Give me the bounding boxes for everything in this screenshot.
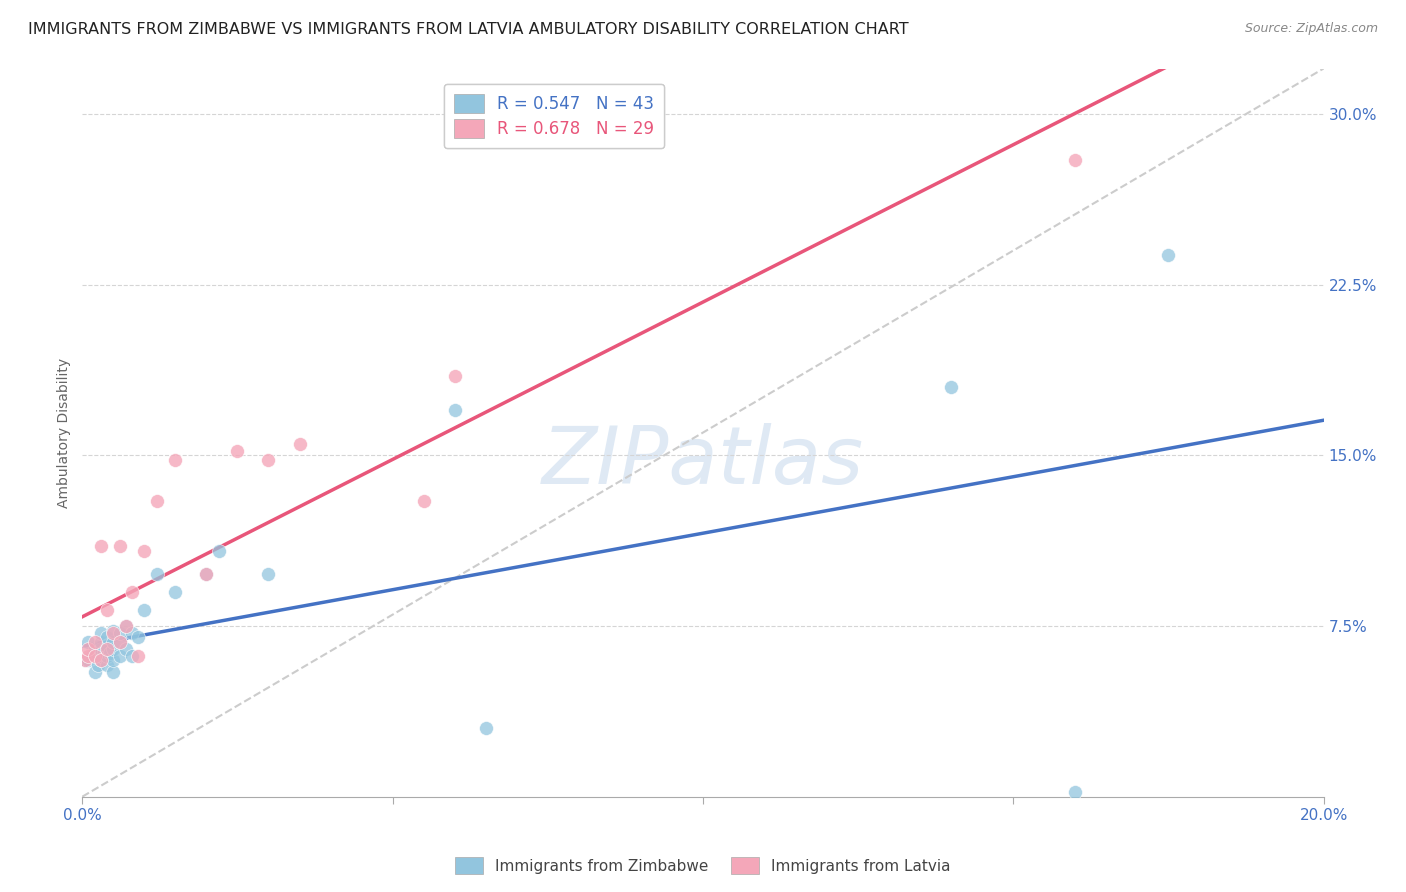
Point [90, 648, 112, 663]
Point [165, 453, 187, 467]
Point [90, 653, 112, 667]
Point [96, 657, 118, 672]
Point [77, 635, 100, 649]
Point [108, 625, 131, 640]
Point [941, 380, 963, 394]
Point [103, 665, 125, 679]
Point [103, 625, 125, 640]
Point [108, 635, 131, 649]
Point [87, 657, 110, 672]
Point [257, 566, 280, 581]
Y-axis label: Ambulatory Disability: Ambulatory Disability [58, 358, 72, 508]
Point [90, 635, 112, 649]
Point [114, 619, 136, 633]
Point [165, 585, 187, 599]
Point [83, 641, 105, 656]
Point [83, 635, 105, 649]
Point [75, 653, 97, 667]
Point [127, 648, 149, 663]
Point [145, 494, 167, 508]
Point [98, 646, 121, 660]
Point [134, 544, 156, 558]
Point [75, 653, 97, 667]
Point [77, 653, 100, 667]
Point [121, 648, 143, 663]
Point [145, 566, 167, 581]
Point [1064, 153, 1087, 167]
Point [195, 566, 218, 581]
Point [96, 648, 118, 663]
Point [90, 641, 112, 656]
Point [443, 402, 465, 417]
Point [288, 437, 311, 451]
Text: Source: ZipAtlas.com: Source: ZipAtlas.com [1244, 22, 1378, 36]
Point [108, 648, 131, 663]
Point [114, 641, 136, 656]
Point [474, 722, 496, 736]
Point [121, 625, 143, 640]
Point [134, 603, 156, 617]
Point [257, 453, 280, 467]
Point [90, 653, 112, 667]
Point [93, 644, 115, 658]
Point [443, 368, 465, 383]
Point [121, 585, 143, 599]
Point [80, 648, 103, 663]
Point [77, 641, 100, 656]
Point [96, 631, 118, 645]
Point [83, 648, 105, 663]
Point [83, 646, 105, 660]
Text: IMMIGRANTS FROM ZIMBABWE VS IMMIGRANTS FROM LATVIA AMBULATORY DISABILITY CORRELA: IMMIGRANTS FROM ZIMBABWE VS IMMIGRANTS F… [28, 22, 908, 37]
Point [108, 540, 131, 554]
Point [103, 641, 125, 656]
Point [103, 624, 125, 638]
Legend: R = 0.547   N = 43, R = 0.678   N = 29: R = 0.547 N = 43, R = 0.678 N = 29 [444, 84, 664, 148]
Point [83, 665, 105, 679]
Point [103, 635, 125, 649]
Point [90, 540, 112, 554]
Point [208, 544, 231, 558]
Point [412, 494, 434, 508]
Point [1064, 785, 1087, 799]
Point [96, 641, 118, 656]
Point [77, 648, 100, 663]
Legend: Immigrants from Zimbabwe, Immigrants from Latvia: Immigrants from Zimbabwe, Immigrants fro… [450, 851, 956, 880]
Point [96, 603, 118, 617]
Point [195, 566, 218, 581]
Point [90, 625, 112, 640]
Point [108, 635, 131, 649]
Point [96, 640, 118, 654]
Point [114, 619, 136, 633]
Point [127, 631, 149, 645]
Text: ZIPatlas: ZIPatlas [541, 423, 865, 500]
Point [1157, 248, 1180, 262]
Point [103, 653, 125, 667]
Point [226, 443, 249, 458]
